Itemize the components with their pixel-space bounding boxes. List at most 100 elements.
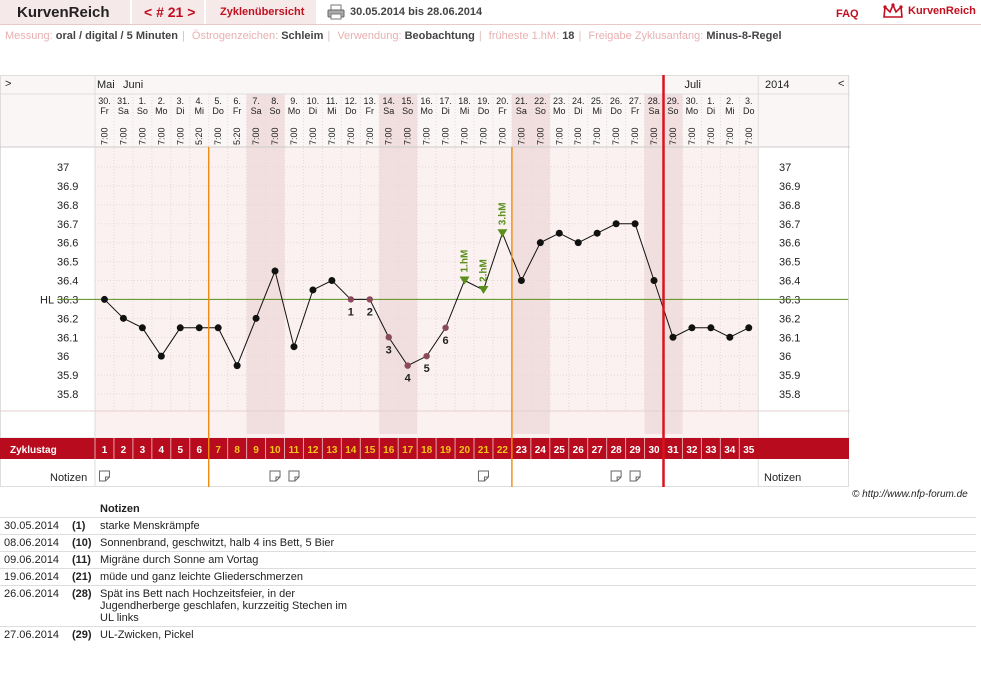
y-tick-left: 35.9 — [57, 370, 78, 382]
day-weekday-label: Mi — [725, 106, 735, 116]
day-time-label: 7:00 — [365, 127, 375, 145]
y-tick-right: 36.3 — [779, 294, 800, 306]
y-tick-right: 36.2 — [779, 313, 800, 325]
y-tick-right: 36.8 — [779, 200, 800, 212]
day-time-label: 7:00 — [308, 127, 318, 145]
cycle-day-number: 13 — [326, 445, 338, 456]
tab-cycle-overview[interactable]: Zyklenübersicht — [206, 0, 316, 24]
note-icon[interactable] — [98, 470, 110, 482]
cycle-day-number: 10 — [269, 445, 281, 456]
day-date-label: 29. — [667, 96, 680, 106]
day-time-label: 7:00 — [478, 127, 488, 145]
day-time-label: 7:00 — [535, 127, 545, 145]
day-time-label: 7:00 — [327, 127, 337, 145]
cycle-day-number: 22 — [497, 445, 509, 456]
notes-header: Notizen — [100, 503, 140, 515]
temperature-point — [631, 220, 639, 228]
oestrogen-value: Schleim — [281, 30, 324, 42]
weekend-column — [398, 94, 418, 434]
day-weekday-label: Di — [707, 106, 716, 116]
note-row: 19.06.2014 (21) müde und ganz leichte Glie… — [0, 568, 976, 586]
y-tick-left: 36.7 — [57, 219, 78, 231]
day-time-label: 7:00 — [137, 127, 147, 145]
day-date-label: 20. — [496, 96, 509, 106]
note-date: 26.06.2014 — [0, 585, 68, 627]
month-label: Mai — [97, 79, 115, 91]
day-weekday-label: Do — [478, 106, 490, 116]
temperature-point — [233, 362, 241, 370]
app-title-tab[interactable]: KurvenReich — [0, 0, 130, 24]
temperature-chart: > < 2014 Mai Juni Juli30.Fr7:0031.Sa7:001.… — [0, 75, 850, 487]
day-date-label: 28. — [648, 96, 661, 106]
day-time-label: 7:00 — [744, 127, 754, 145]
cycle-day-number: 8 — [234, 445, 240, 456]
chart-nav-left[interactable]: > — [5, 78, 11, 90]
day-weekday-label: Sa — [118, 106, 129, 116]
faq-link[interactable]: FAQ — [836, 8, 859, 20]
day-weekday-label: So — [535, 106, 546, 116]
note-icon[interactable] — [288, 470, 300, 482]
note-date: 27.06.2014 — [0, 626, 68, 643]
day-date-label: 24. — [572, 96, 585, 106]
chart-nav-right[interactable]: < — [838, 78, 844, 90]
note-text: Spät ins Bett nach Hochzeitsfeier, in de… — [96, 585, 364, 627]
day-time-label: 7:00 — [460, 127, 470, 145]
cycle-navigation[interactable]: < # 21 > — [132, 0, 204, 24]
weekend-column — [265, 94, 285, 434]
messung-value: oral / digital / 5 Minuten — [55, 30, 178, 42]
note-text: starke Menskrämpfe — [96, 517, 364, 535]
notes-table: Notizen 30.05.2014 (1) starke Menskrämpfe 0… — [0, 501, 976, 643]
day-time-label: 7:00 — [516, 127, 526, 145]
weekend-column — [379, 94, 399, 434]
day-date-label: 3. — [177, 96, 185, 106]
crown-icon — [883, 3, 903, 18]
high-marker-label: 1.hM — [460, 250, 471, 273]
cycle-day-number: 23 — [516, 445, 528, 456]
day-date-label: 15. — [401, 96, 414, 106]
day-date-label: 1. — [139, 96, 147, 106]
cycle-day-number: 1 — [102, 445, 108, 456]
weekend-column — [511, 94, 531, 434]
note-icon[interactable] — [269, 470, 281, 482]
day-date-label: 2. — [158, 96, 166, 106]
temperature-point — [593, 229, 601, 237]
day-date-label: 10. — [307, 96, 320, 106]
day-weekday-label: Mo — [420, 106, 433, 116]
day-time-label: 7:00 — [592, 127, 602, 145]
day-time-label: 7:00 — [668, 127, 678, 145]
logo[interactable]: KurvenReich — [880, 2, 980, 22]
day-date-label: 12. — [345, 96, 358, 106]
day-date-label: 1. — [707, 96, 715, 106]
day-date-label: 13. — [364, 96, 377, 106]
day-date-label: 31. — [117, 96, 130, 106]
y-tick-right: 36.1 — [779, 332, 800, 344]
printer-icon[interactable] — [327, 4, 345, 20]
note-cycle: (11) — [68, 551, 96, 569]
cycle-day-number: 7 — [215, 445, 221, 456]
note-icon[interactable] — [610, 470, 622, 482]
y-tick-right: 35.8 — [779, 389, 800, 401]
temperature-point — [423, 352, 430, 360]
app-title: KurvenReich — [17, 4, 110, 21]
day-weekday-label: Do — [743, 106, 755, 116]
y-tick-left: 36.9 — [57, 181, 78, 193]
day-time-label: 7:00 — [497, 127, 507, 145]
note-icon[interactable] — [477, 470, 489, 482]
day-date-label: 23. — [553, 96, 566, 106]
day-weekday-label: Fr — [366, 106, 375, 116]
temperature-point — [176, 324, 184, 332]
day-weekday-label: Di — [176, 106, 185, 116]
y-tick-left: 36.2 — [57, 313, 78, 325]
y-tick-left: 35.8 — [57, 389, 78, 401]
day-weekday-label: Sa — [649, 106, 660, 116]
note-cycle: (29) — [68, 626, 96, 643]
day-date-label: 17. — [439, 96, 452, 106]
note-icon[interactable] — [629, 470, 641, 482]
tab-cycle-overview-label: Zyklenübersicht — [220, 6, 305, 18]
day-weekday-label: So — [667, 106, 678, 116]
day-weekday-label: Do — [610, 106, 622, 116]
day-date-label: 22. — [534, 96, 547, 106]
logo-text: KurvenReich — [908, 5, 976, 17]
day-time-label: 7:00 — [422, 127, 432, 145]
day-time-label: 7:00 — [403, 127, 413, 145]
